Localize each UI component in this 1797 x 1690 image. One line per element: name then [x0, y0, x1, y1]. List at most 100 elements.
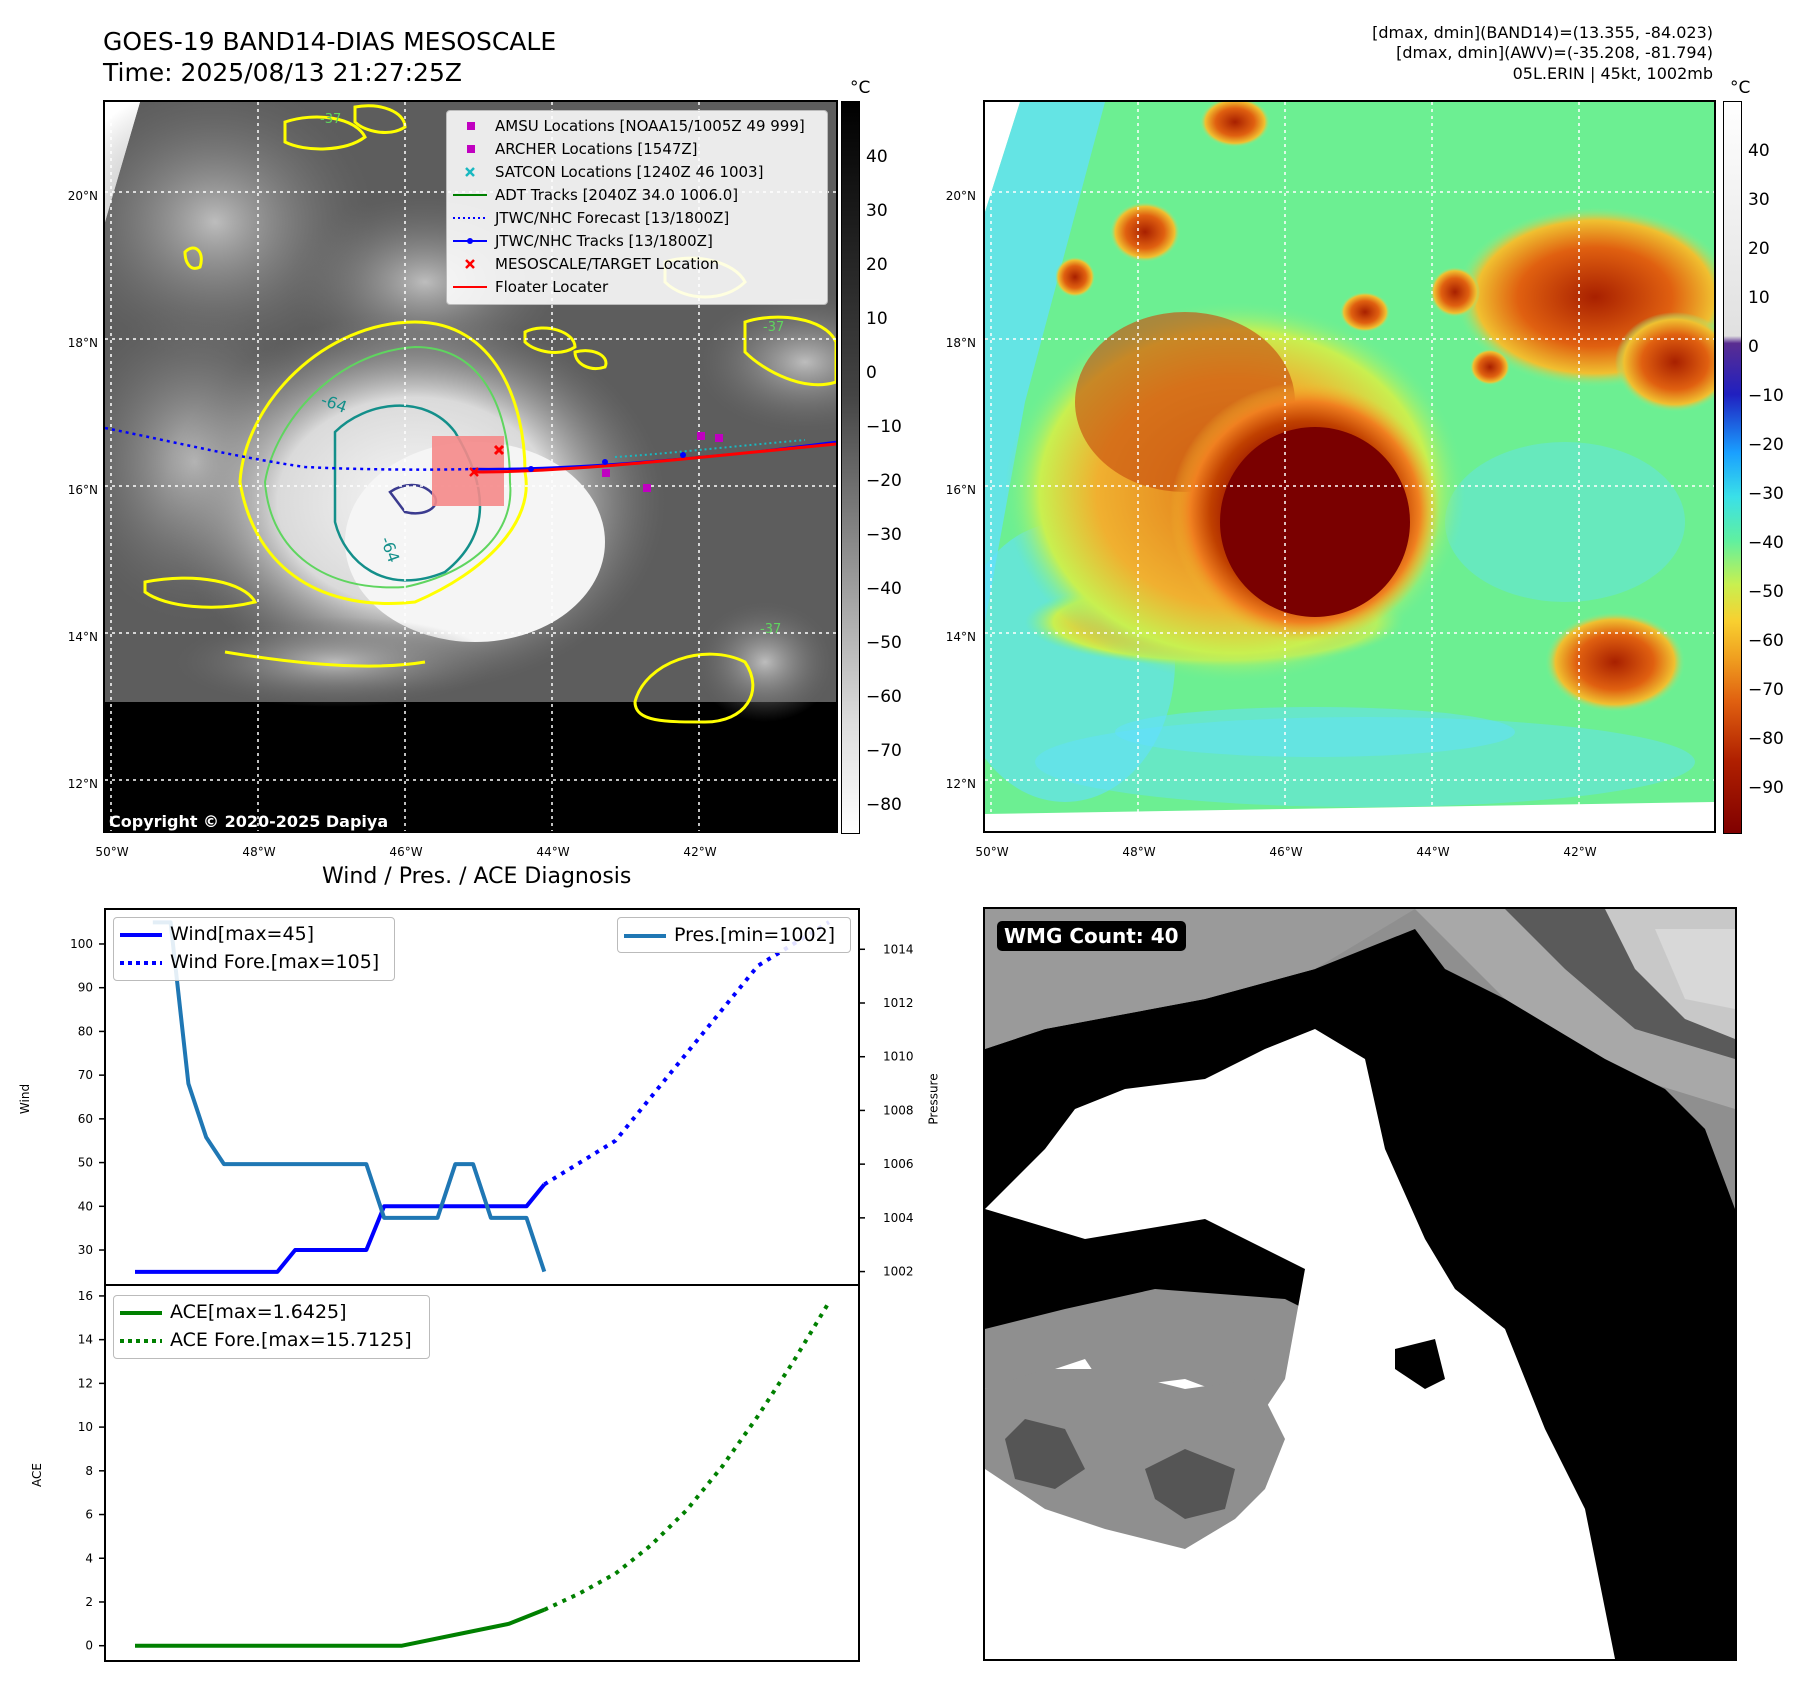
- lat-label: 18°N: [945, 336, 976, 350]
- colorbar-tick: −80: [866, 795, 902, 815]
- ace-tick-label: 0: [85, 1639, 93, 1653]
- lon-label: 42°W: [683, 845, 717, 859]
- series-line-2-1: [543, 1301, 831, 1612]
- lat-label: 16°N: [945, 483, 976, 497]
- wind-legend: Wind[max=45] Wind Fore.[max=105]: [113, 917, 395, 981]
- page-title: GOES-19 BAND14-DIAS MESOSCALE: [103, 27, 557, 56]
- magenta-square-icon: [453, 141, 487, 157]
- lat-label: 18°N: [67, 336, 98, 350]
- ir-map-image: [105, 102, 836, 831]
- legend-label: JTWC/NHC Forecast [13/1800Z]: [495, 208, 730, 227]
- pressure-tick-label: 1008: [883, 1103, 914, 1117]
- ace-tick-label: 16: [78, 1289, 93, 1303]
- legend-label: SATCON Locations [1240Z 46 1003]: [495, 162, 764, 181]
- ace-legend: ACE[max=1.6425] ACE Fore.[max=15.7125]: [113, 1295, 430, 1359]
- legend-label: JTWC/NHC Tracks [13/1800Z]: [495, 231, 713, 250]
- legend-item-archer: ARCHER Locations [1547Z]: [447, 137, 827, 160]
- colorbar-tick: 30: [866, 201, 888, 221]
- lon-label: 46°W: [389, 845, 423, 859]
- legend-label: AMSU Locations [NOAA15/1005Z 49 999]: [495, 116, 805, 135]
- series-line-1-0: [152, 920, 547, 1273]
- series-line-2-0: [135, 1607, 546, 1648]
- pressure-tick-label: 1010: [883, 1050, 914, 1064]
- legend-item-ace: ACE[max=1.6425]: [114, 1298, 429, 1326]
- legend-label: Pres.[min=1002]: [674, 924, 836, 946]
- wind-tick-label: 90: [78, 981, 93, 995]
- lat-label: 16°N: [67, 483, 98, 497]
- pressure-axis-label: Pressure: [926, 1073, 941, 1125]
- lon-label: 48°W: [1122, 845, 1156, 859]
- ir-map-panel[interactable]: -64 -64 -37 -37 -37 Copyright © 2020-202…: [103, 100, 838, 833]
- ace-tick-label: 2: [85, 1595, 93, 1609]
- colorbar-tick: 10: [866, 309, 888, 329]
- ace-tick-label: 10: [78, 1420, 93, 1434]
- red-x-icon: [453, 256, 487, 272]
- contour-label: -37: [760, 622, 782, 637]
- wind-tick-label: 80: [78, 1024, 93, 1038]
- enhanced-map-panel[interactable]: [983, 100, 1716, 833]
- wind-tick-label: 100: [70, 937, 93, 951]
- cyan-x-icon: [453, 164, 487, 180]
- colorbar-tick: 40: [1748, 141, 1770, 161]
- legend-label: ADT Tracks [2040Z 34.0 1006.0]: [495, 185, 739, 204]
- colorbar-tick: −70: [1748, 680, 1784, 700]
- pressure-tick-label: 1004: [883, 1211, 914, 1225]
- colorbar-unit: °C: [1730, 78, 1751, 98]
- wind-axis-label: Wind: [18, 1083, 33, 1115]
- blue-line-dot-icon: [453, 233, 487, 249]
- lon-label: 44°W: [536, 845, 570, 859]
- colorbar-tick: 30: [1748, 190, 1770, 210]
- lat-label: 20°N: [67, 189, 98, 203]
- colorbar-tick: −80: [1748, 729, 1784, 749]
- lon-label: 50°W: [975, 845, 1009, 859]
- blue-dotted-line-icon: [120, 954, 162, 970]
- colorbar-tick: −20: [1748, 435, 1784, 455]
- legend-item-ace-forecast: ACE Fore.[max=15.7125]: [114, 1326, 429, 1354]
- lon-label: 44°W: [1416, 845, 1450, 859]
- info-awv-range: [dmax, dmin](AWV)=(-35.208, -81.794): [1396, 43, 1713, 62]
- copyright-text: Copyright © 2020-2025 Dapiya: [109, 812, 389, 831]
- colorbar-tick: −60: [1748, 631, 1784, 651]
- series-line-0-0: [135, 1183, 546, 1274]
- legend-label: Floater Locater: [495, 277, 609, 296]
- wmg-count-badge: WMG Count: 40: [997, 921, 1186, 951]
- lon-label: 50°W: [95, 845, 129, 859]
- colorbar-tick: −60: [866, 687, 902, 707]
- ace-tick-label: 14: [78, 1333, 93, 1347]
- colorbar-tick: 20: [1748, 239, 1770, 259]
- lat-label: 20°N: [945, 189, 976, 203]
- ace-tick-label: 4: [85, 1551, 93, 1565]
- blue-line-icon: [120, 926, 162, 942]
- steelblue-line-icon: [624, 927, 666, 943]
- legend-label: MESOSCALE/TARGET Location: [495, 254, 720, 273]
- colorbar-tick: −30: [866, 525, 902, 545]
- legend-label: ARCHER Locations [1547Z]: [495, 139, 698, 158]
- enhanced-map-image: [985, 102, 1714, 831]
- ace-tick-label: 8: [85, 1464, 93, 1478]
- wind-tick-label: 30: [78, 1243, 93, 1257]
- red-line-icon: [453, 279, 487, 295]
- colorbar-tick: −30: [1748, 484, 1784, 504]
- colorbar-tick: −40: [1748, 533, 1784, 553]
- pressure-tick-label: 1014: [883, 942, 914, 956]
- legend-item-adt: ADT Tracks [2040Z 34.0 1006.0]: [447, 183, 827, 206]
- colorbar-tick: 10: [1748, 288, 1770, 308]
- pressure-legend: Pres.[min=1002]: [617, 917, 851, 953]
- colorbar-tick: −10: [1748, 386, 1784, 406]
- colorbar-tick: 0: [1748, 337, 1759, 357]
- pressure-tick-label: 1006: [883, 1157, 914, 1171]
- wmg-image: [985, 909, 1735, 1659]
- colorbar-tick: −10: [866, 417, 902, 437]
- colorbar-tick: −70: [866, 741, 902, 761]
- magenta-square-icon: [453, 118, 487, 134]
- blue-dotted-line-icon: [453, 210, 487, 226]
- colorbar-tick: −20: [866, 471, 902, 491]
- legend-item-tracks: JTWC/NHC Tracks [13/1800Z]: [447, 229, 827, 252]
- green-line-icon: [453, 187, 487, 203]
- timestamp: Time: 2025/08/13 21:27:25Z: [103, 58, 462, 87]
- legend-label: Wind[max=45]: [170, 923, 315, 945]
- wmg-panel[interactable]: WMG Count: 40: [983, 907, 1737, 1661]
- contour-label: -37: [320, 112, 342, 127]
- info-storm: 05L.ERIN | 45kt, 1002mb: [1512, 64, 1713, 83]
- ace-axis-label: ACE: [29, 1463, 44, 1487]
